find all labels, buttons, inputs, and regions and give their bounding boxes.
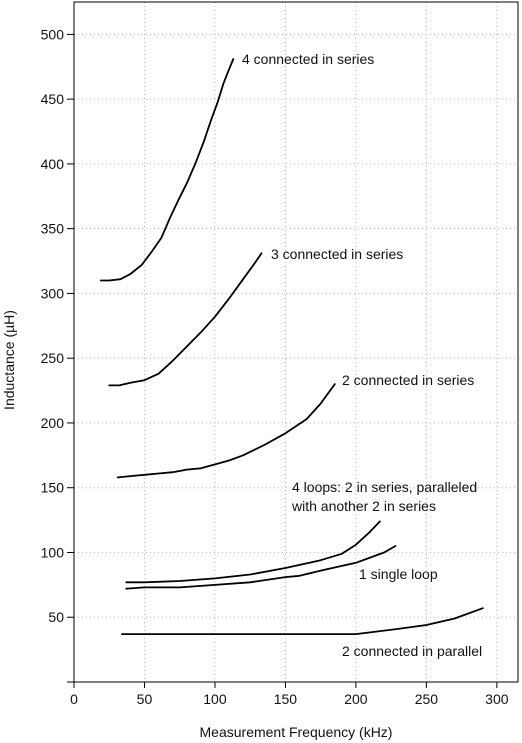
plot-area-frame xyxy=(73,1,519,683)
x-tick-label: 300 xyxy=(485,691,509,707)
label-3-series: 3 connected in series xyxy=(271,246,403,262)
x-tick-label: 0 xyxy=(70,691,78,707)
y-tick-label: 200 xyxy=(41,415,65,431)
series-line-5 xyxy=(121,607,484,635)
label-2-parallel: 2 connected in parallel xyxy=(342,643,482,659)
y-tick-label: 250 xyxy=(41,350,65,366)
y-tick-label: 150 xyxy=(41,480,65,496)
y-tick-label: 300 xyxy=(41,285,65,301)
label-4-loops-line1: 4 loops: 2 in series, paralleled xyxy=(292,479,477,495)
label-single-loop: 1 single loop xyxy=(359,566,438,582)
series-line-0 xyxy=(99,58,235,282)
series-line-1 xyxy=(108,252,263,387)
y-tick-label: 500 xyxy=(41,26,65,42)
label-4-loops-line2: with another 2 in series xyxy=(291,498,436,514)
x-tick-label: 150 xyxy=(274,691,298,707)
y-tick-label: 100 xyxy=(41,544,65,560)
grid-lines xyxy=(74,2,518,682)
curve-labels: 4 connected in series 3 connected in ser… xyxy=(242,51,482,659)
x-tick-label: 50 xyxy=(137,691,153,707)
y-tick-label: 350 xyxy=(41,221,65,237)
y-tick-label: 400 xyxy=(41,156,65,172)
x-tick-label: 200 xyxy=(344,691,368,707)
series-line-3 xyxy=(125,520,381,584)
label-2-series: 2 connected in series xyxy=(342,372,474,388)
series-lines xyxy=(99,58,484,635)
series-line-4 xyxy=(125,545,397,590)
label-4-series: 4 connected in series xyxy=(242,51,374,67)
y-tick-label: 50 xyxy=(48,609,64,625)
x-tick-label: 100 xyxy=(203,691,227,707)
series-line-2 xyxy=(116,383,336,479)
y-tick-label: 450 xyxy=(41,91,65,107)
axis-ticks: 0 50 100 150 200 250 300 50 100 150 200 250 300 350 40… xyxy=(41,26,509,707)
x-axis-title: Measurement Frequency (kHz) xyxy=(200,724,393,740)
y-axis-title: Inductance (µH) xyxy=(1,310,17,410)
x-tick-label: 250 xyxy=(415,691,439,707)
